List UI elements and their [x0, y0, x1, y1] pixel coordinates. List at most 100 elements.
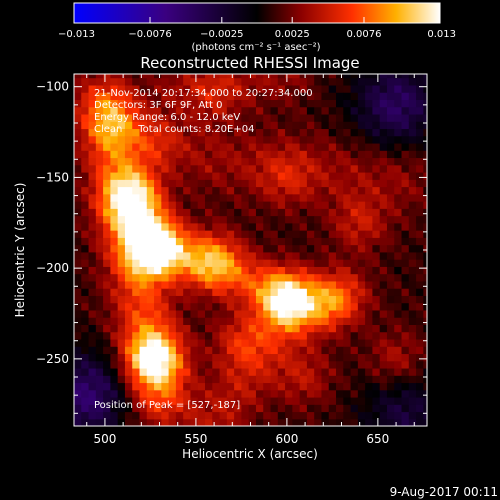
heatmap-cell	[314, 121, 323, 130]
heatmap-cell	[183, 367, 192, 376]
heatmap-cell	[103, 360, 111, 369]
heatmap-cell	[146, 215, 155, 224]
heatmap-cell	[306, 259, 315, 267]
heatmap-cell	[95, 324, 104, 333]
heatmap-cell	[175, 186, 184, 195]
heatmap-cell	[88, 84, 97, 93]
heatmap-cell	[372, 142, 381, 151]
heatmap-cell	[175, 113, 184, 122]
colorbar-gradient	[73, 2, 441, 24]
heatmap-cell	[88, 324, 97, 333]
heatmap-cell	[103, 389, 111, 398]
heatmap-cell	[190, 179, 199, 188]
heatmap-cell	[234, 215, 242, 224]
heatmap-cell	[416, 84, 424, 93]
heatmap-cell	[205, 193, 213, 202]
heatmap-cell	[197, 411, 206, 420]
heatmap-cell	[110, 309, 119, 318]
heatmap-cell	[386, 288, 395, 296]
heatmap-cell	[321, 164, 330, 173]
heatmap-cell	[88, 142, 97, 151]
heatmap-cell	[343, 208, 352, 217]
heatmap-cell	[212, 215, 221, 224]
heatmap-cell	[328, 164, 337, 173]
heatmap-cell	[306, 411, 315, 420]
heatmap-cell	[197, 288, 206, 296]
heatmap-cell	[88, 317, 97, 325]
heatmap-cell	[139, 396, 148, 405]
heatmap-cell	[285, 121, 293, 130]
heatmap-cell	[292, 222, 301, 231]
heatmap-cell	[401, 244, 410, 253]
heatmap-cell	[81, 259, 90, 267]
heatmap-cell	[241, 389, 250, 398]
heatmap-cell	[379, 382, 388, 391]
heatmap-cell	[154, 273, 162, 282]
heatmap-cell	[285, 389, 293, 398]
heatmap-cell	[241, 324, 250, 333]
heatmap-cell	[241, 92, 250, 100]
heatmap-cell	[357, 273, 366, 282]
heatmap-cell	[408, 99, 417, 108]
heatmap-cell	[241, 280, 250, 289]
heatmap-cell	[357, 128, 366, 137]
heatmap-cell	[270, 157, 279, 166]
heatmap-cell	[292, 375, 301, 384]
heatmap-cell	[95, 331, 104, 340]
heatmap-cell	[394, 121, 403, 130]
heatmap-cell	[205, 375, 213, 384]
heatmap-cell	[88, 92, 97, 100]
heatmap-cell	[350, 74, 359, 79]
heatmap-cell	[175, 367, 184, 376]
heatmap-cell	[365, 237, 374, 246]
heatmap-cell	[306, 280, 315, 289]
heatmap-cell	[205, 106, 213, 115]
heatmap-cell	[139, 186, 148, 195]
heatmap-cell	[372, 150, 381, 159]
heatmap-cell	[88, 396, 97, 405]
heatmap-cell	[394, 150, 403, 159]
heatmap-cell	[277, 404, 286, 413]
heatmap-cell	[205, 121, 213, 130]
heatmap-cell	[175, 179, 184, 188]
heatmap-cell	[336, 346, 344, 355]
heatmap-cell	[146, 244, 155, 253]
heatmap-cell	[146, 157, 155, 166]
heatmap-cell	[154, 215, 162, 224]
heatmap-cell	[394, 280, 403, 289]
heatmap-cell	[234, 251, 242, 260]
heatmap-cell	[234, 99, 242, 108]
heatmap-cell	[306, 179, 315, 188]
heatmap-cell	[88, 367, 97, 376]
heatmap-cell	[372, 222, 381, 231]
heatmap-cell	[132, 346, 141, 355]
heatmap-cell	[154, 317, 162, 325]
heatmap-cell	[88, 237, 97, 246]
heatmap-cell	[146, 251, 155, 260]
heatmap-cell	[110, 128, 119, 137]
heatmap-cell	[190, 77, 199, 86]
heatmap-cell	[379, 418, 388, 426]
heatmap-cell	[277, 389, 286, 398]
heatmap-cell	[372, 338, 381, 347]
heatmap-cell	[386, 157, 395, 166]
heatmap-cell	[81, 418, 90, 426]
x-tick-label: 550	[184, 432, 207, 446]
heatmap-cell	[401, 142, 410, 151]
heatmap-cell	[379, 404, 388, 413]
heatmap-cell	[226, 367, 235, 376]
heatmap-cell	[321, 360, 330, 369]
heatmap-cell	[197, 135, 206, 144]
heatmap-cell	[219, 208, 228, 217]
heatmap-cell	[190, 244, 199, 253]
heatmap-cell	[197, 382, 206, 391]
heatmap-cell	[263, 288, 272, 296]
heatmap-cell	[175, 375, 184, 384]
heatmap-cell	[212, 179, 221, 188]
heatmap-cell	[372, 208, 381, 217]
heatmap-cell	[219, 411, 228, 420]
heatmap-cell	[328, 251, 337, 260]
heatmap-cell	[241, 222, 250, 231]
heatmap-cell	[255, 215, 264, 224]
heatmap-cell	[103, 382, 111, 391]
